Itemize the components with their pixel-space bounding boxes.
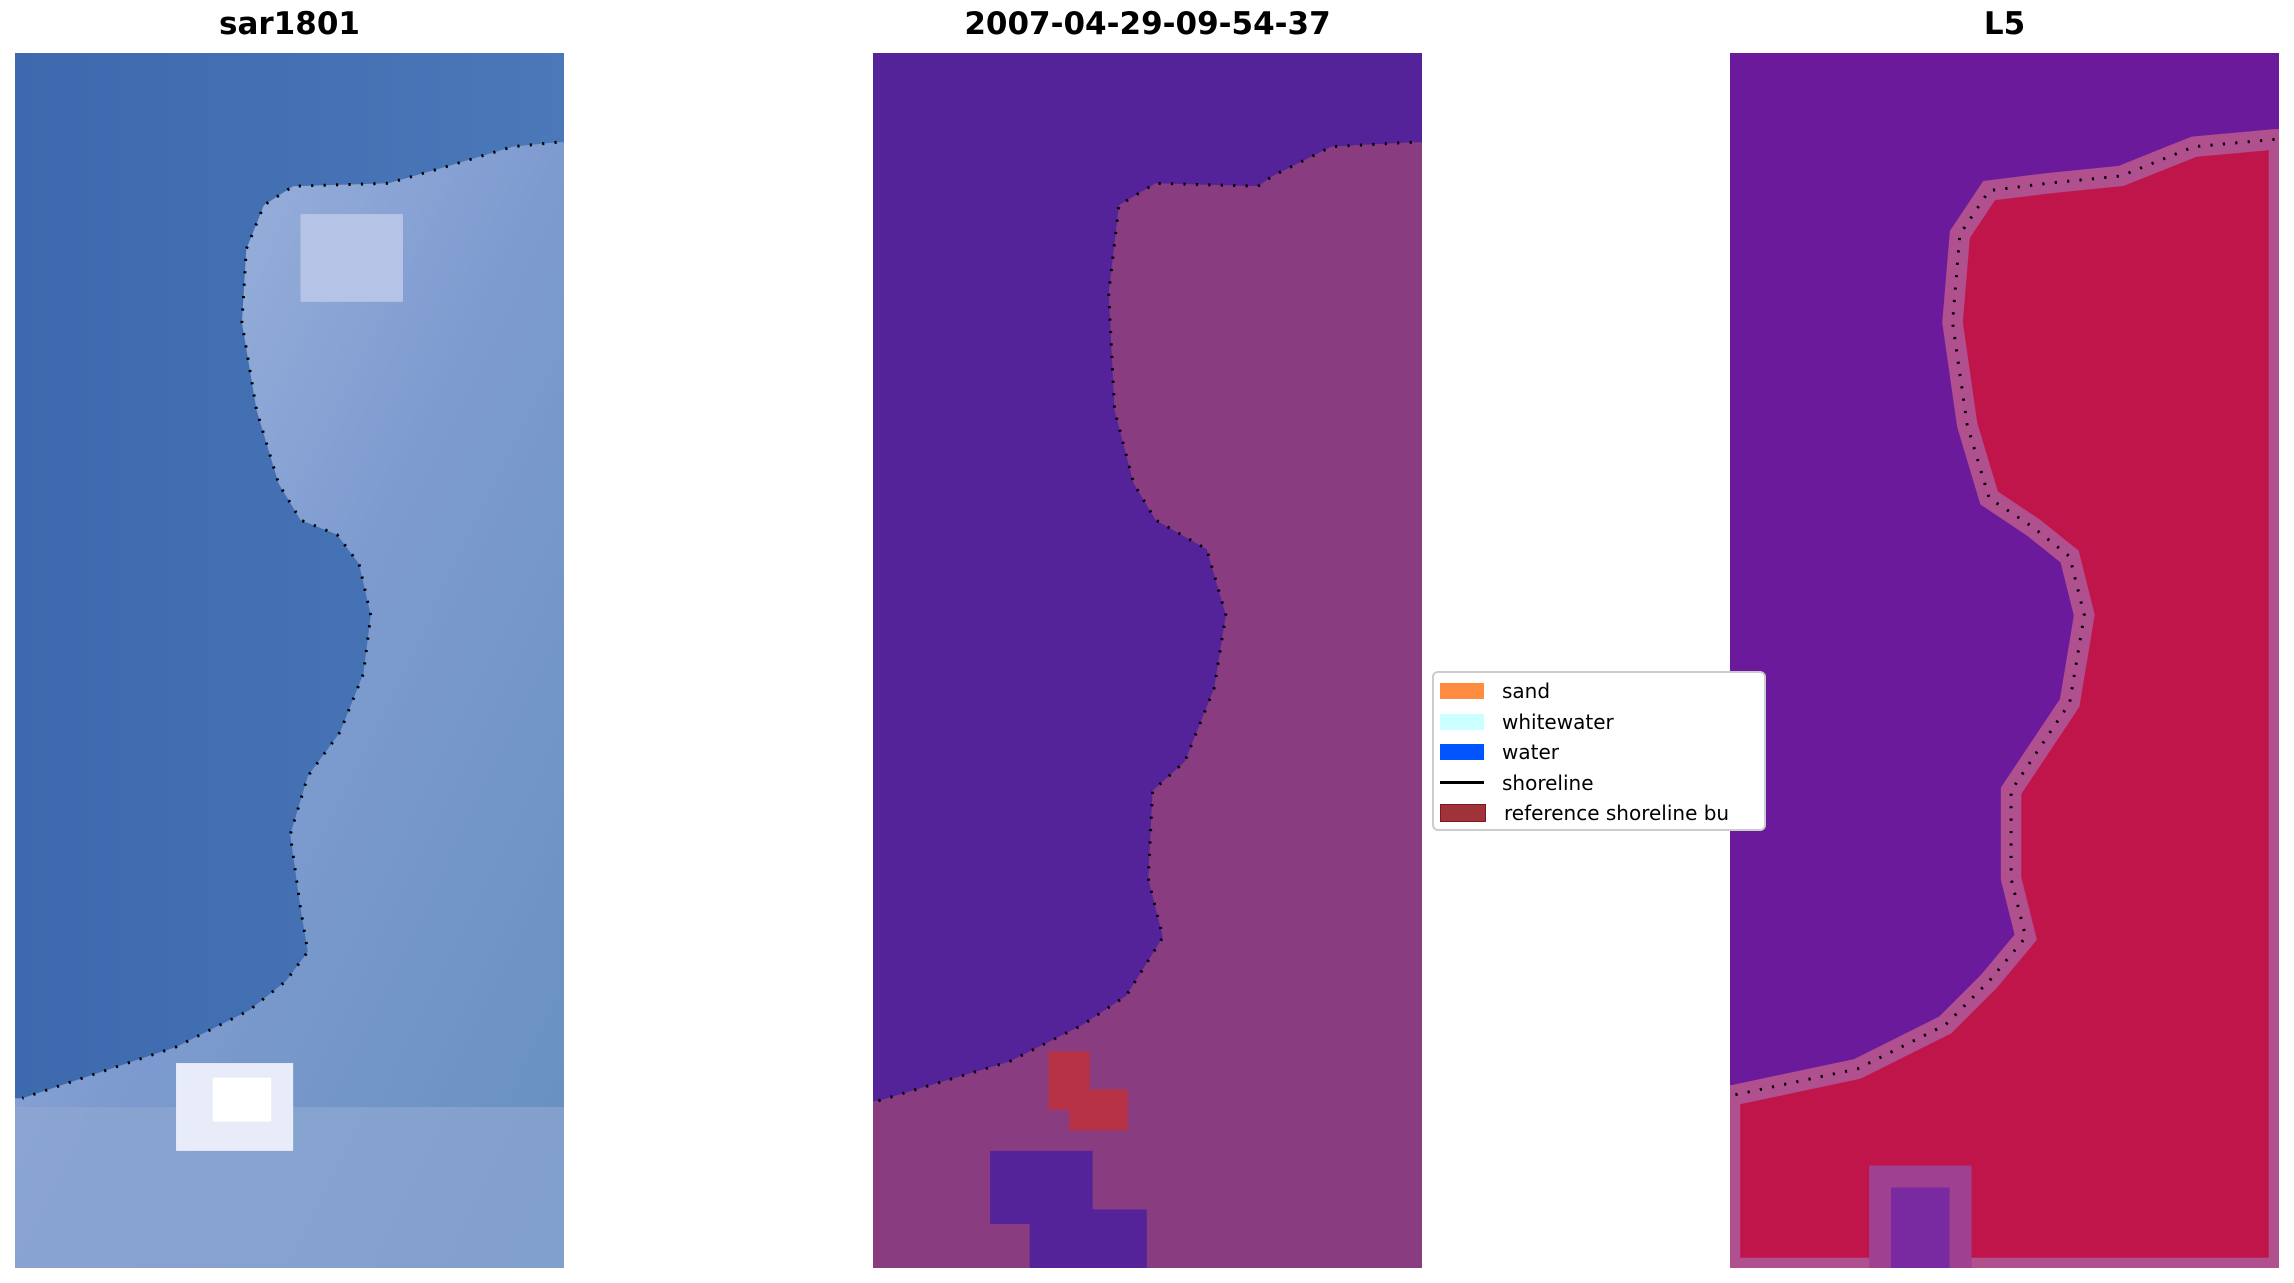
panel-title-rgb: sar1801 [219,6,360,42]
legend-label: sand [1502,679,1551,703]
legend-label: whitewater [1502,709,1614,734]
land-area [1730,129,2279,1268]
legend-patch-swatch [1440,683,1484,699]
legend-patch-swatch [1440,713,1484,730]
land-area [15,142,564,1268]
legend-patch-swatch [1440,744,1484,760]
legend-line-swatch [1440,781,1484,784]
panel-title-index: L5 [1983,6,2026,42]
legend-item: whitewater [1434,710,1614,734]
legend-label: shoreline [1502,770,1594,795]
legend-item: reference shoreline bu [1434,801,1729,825]
index-image-panel [1730,53,2279,1268]
land-area [873,142,1422,1268]
legend-label: reference shoreline bu [1504,801,1730,825]
legend-label: water [1502,740,1559,764]
panel-title-classified: 2007-04-29-09-54-37 [964,6,1331,42]
legend-item: sand [1434,679,1550,703]
legend: sand whitewater water shoreline reference sh… [1432,671,1766,831]
classified-image-panel [873,53,1422,1268]
legend-item: shoreline [1434,771,1594,795]
rgb-image-panel [15,53,564,1268]
legend-item: water [1434,740,1559,764]
legend-patch-swatch [1440,804,1486,822]
